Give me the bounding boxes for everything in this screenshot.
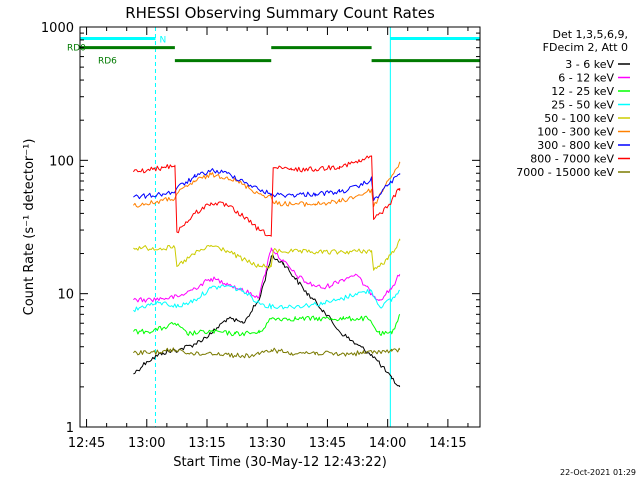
axes: 1 10 100 1000 12:45 13:00 13:15 13:30 13:45 14:00… xyxy=(41,21,480,451)
series-50-100-kev xyxy=(133,238,401,271)
y-tick-label: 1000 xyxy=(41,21,74,36)
legend-label-800-7000-kev: 800 - 7000 keV xyxy=(530,153,614,166)
y-axis-label: Count Rate (s⁻¹ detector⁻¹) xyxy=(22,139,37,316)
legend-label-6-12-kev: 6 - 12 keV xyxy=(558,72,614,85)
series-800-7000-kev xyxy=(132,155,401,237)
series-100-300-kev xyxy=(133,161,401,208)
legend-label-12-25-kev: 12 - 25 keV xyxy=(551,85,614,98)
flag-label-rd0: RD0 xyxy=(67,44,86,54)
series-25-50-kev xyxy=(133,284,401,313)
legend-label-50-100-kev: 50 - 100 keV xyxy=(544,112,614,125)
legend-label-7000-15000-kev: 7000 - 15000 keV xyxy=(516,166,614,179)
series-12-25-kev xyxy=(133,314,401,337)
legend: Det 1,3,5,6,9,FDecim 2, Att 0 3 - 6 keV6 … xyxy=(516,28,630,179)
chart-title: RHESSI Observing Summary Count Rates xyxy=(125,4,435,22)
x-tick-label: 13:00 xyxy=(128,436,165,451)
legend-label-300-800-kev: 300 - 800 keV xyxy=(537,139,614,152)
y-tick-label: 10 xyxy=(57,288,74,303)
series-6-12-kev xyxy=(133,247,401,303)
plot-timestamp: 22-Oct-2021 01:29 xyxy=(560,468,636,477)
legend-label-3-6-kev: 3 - 6 keV xyxy=(565,58,614,71)
x-tick-label: 13:30 xyxy=(248,436,285,451)
x-tick-label: 12:45 xyxy=(68,436,105,451)
series-7000-15000-kev xyxy=(133,347,401,359)
legend-label-100-300-kev: 100 - 300 keV xyxy=(537,126,614,139)
x-axis-label: Start Time (30-May-12 12:43:22) xyxy=(173,455,387,470)
series-lines xyxy=(132,155,401,388)
legend-header-line: Det 1,3,5,6,9, xyxy=(552,28,628,41)
y-tick-label: 100 xyxy=(49,154,74,169)
plot-frame xyxy=(79,26,481,428)
x-tick-label: 13:15 xyxy=(188,436,225,451)
y-tick-label: 1 xyxy=(66,421,74,436)
x-tick-label: 13:45 xyxy=(309,436,346,451)
x-tick-label: 14:00 xyxy=(369,436,406,451)
series-300-800-kev xyxy=(133,168,401,201)
legend-header-line: FDecim 2, Att 0 xyxy=(543,41,628,54)
flag-label-rd6: RD6 xyxy=(98,57,117,67)
legend-label-25-50-kev: 25 - 50 keV xyxy=(551,99,614,112)
x-tick-label: 14:15 xyxy=(429,436,466,451)
night-label: N xyxy=(159,35,166,45)
